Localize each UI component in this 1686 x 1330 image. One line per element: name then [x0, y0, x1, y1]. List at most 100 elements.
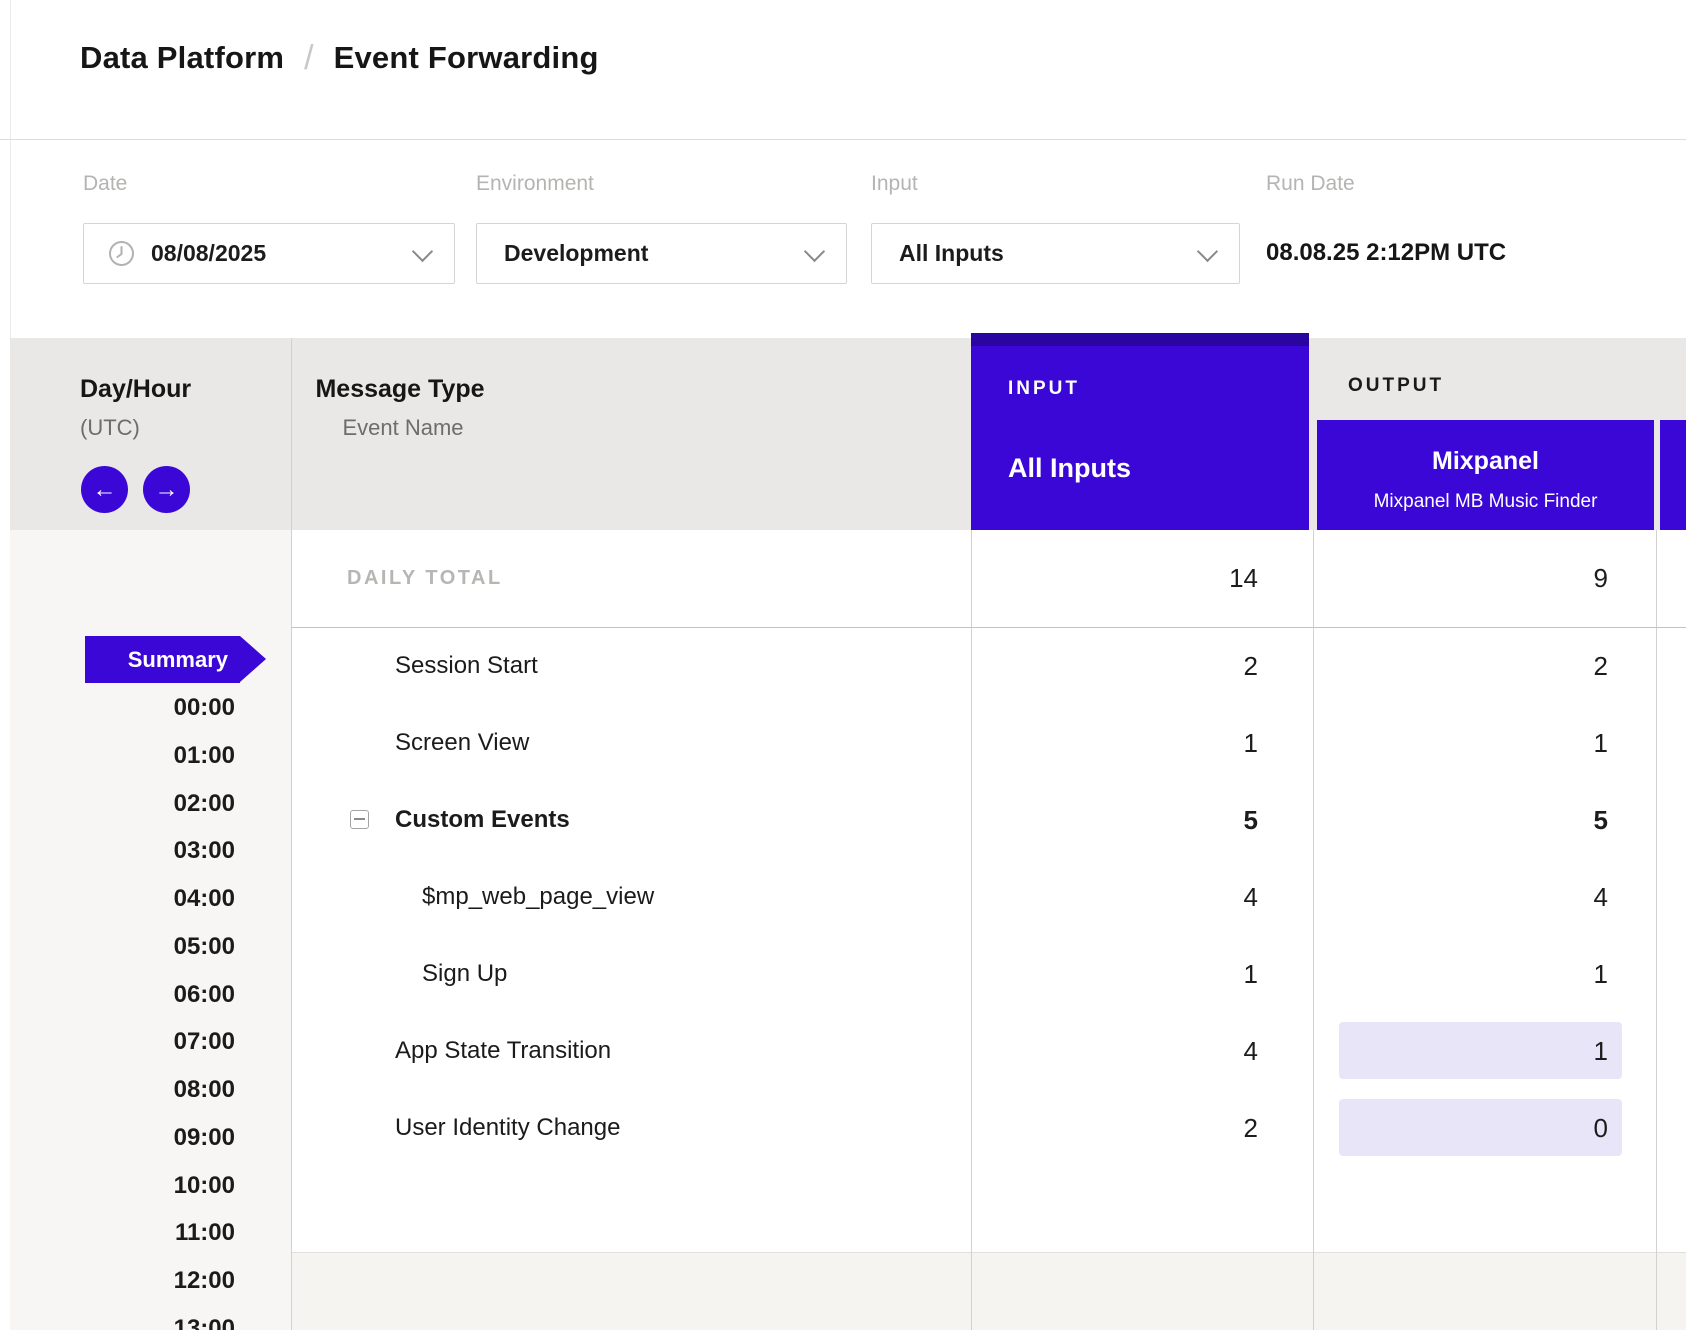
- sidebar-item-hour-00:00[interactable]: 00:00: [173, 694, 235, 721]
- event-name: Sign Up: [422, 959, 508, 987]
- input-dropdown[interactable]: All Inputs: [871, 223, 1240, 284]
- output-count-cell: 0: [1313, 1089, 1656, 1166]
- arrow-left-icon: ←: [92, 475, 117, 503]
- sidebar-item-summary[interactable]: Summary: [85, 636, 266, 683]
- page-title: Event Forwarding: [333, 40, 599, 75]
- event-row: Custom Events 5 5: [291, 781, 1686, 858]
- event-name: App State Transition: [395, 1036, 612, 1064]
- input-count-value: 5: [1243, 804, 1258, 835]
- sidebar-item-hour-05:00[interactable]: 05:00: [173, 932, 235, 960]
- chevron-down-icon: [803, 240, 826, 262]
- input-count-value: 4: [1243, 881, 1258, 912]
- breadcrumb-section[interactable]: Data Platform: [80, 40, 285, 75]
- output-column-name: Mixpanel: [1432, 447, 1539, 475]
- input-count-cell: 1: [971, 704, 1313, 781]
- output-count-cell: 5: [1313, 781, 1656, 858]
- input-count-cell: 4: [971, 858, 1313, 935]
- output-count-value: 4: [1593, 881, 1608, 912]
- sidebar-item-hour-11:00[interactable]: 11:00: [174, 1219, 235, 1247]
- sidebar-item-hour-10:00[interactable]: 10:00: [173, 1171, 235, 1199]
- dropped-count-highlight: [1339, 1099, 1622, 1156]
- output-count-cell: 1: [1313, 935, 1656, 1012]
- daily-total-input-value: 14: [1229, 563, 1258, 593]
- output-count-cell: 4: [1313, 858, 1656, 935]
- event-row: Screen View 1 1: [291, 704, 1686, 781]
- sidebar-item-hour-06:00[interactable]: 06:00: [173, 980, 235, 1008]
- input-count-cell: 5: [971, 781, 1313, 858]
- message-type-column-subtitle: Event Name: [342, 415, 464, 440]
- event-rows: Session Start 2 2 Screen View 1 1 Custom Event…: [291, 627, 1686, 1166]
- input-count-value: 2: [1243, 1112, 1258, 1143]
- table-footer-band: [291, 1252, 1686, 1330]
- sidebar-item-hour-13:00[interactable]: 13:00: [173, 1314, 235, 1330]
- date-filter-label: Date: [83, 172, 128, 195]
- day-hour-column-title: Day/Hour: [80, 375, 192, 403]
- output-column-subtitle: Mixpanel MB Music Finder: [1373, 491, 1598, 512]
- run-date-label: Run Date: [1266, 172, 1355, 195]
- input-output-column-divider: [1313, 530, 1314, 1330]
- event-name: User Identity Change: [395, 1113, 621, 1141]
- clock-icon: [109, 241, 134, 266]
- input-count-cell: 4: [971, 1012, 1313, 1089]
- sidebar-item-hour-04:00[interactable]: 04:00: [173, 885, 235, 912]
- event-row: Sign Up 1 1: [291, 935, 1686, 1012]
- sidebar-item-hour-03:00[interactable]: 03:00: [173, 837, 235, 865]
- output-count-value: 1: [1593, 1035, 1608, 1066]
- sidebar-item-hour-07:00[interactable]: 07:00: [173, 1028, 235, 1056]
- sidebar-item-hour-12:00[interactable]: 12:00: [173, 1267, 235, 1294]
- input-value: All Inputs: [899, 240, 1004, 266]
- message-type-column-title: Message Type: [315, 375, 485, 403]
- output-count-cell: 2: [1313, 627, 1656, 704]
- event-name: Session Start: [395, 651, 538, 679]
- input-count-value: 1: [1243, 958, 1258, 989]
- environment-value: Development: [504, 240, 649, 266]
- sidebar-item-hour-02:00[interactable]: 02:00: [173, 789, 235, 817]
- summary-label: Summary: [127, 646, 228, 672]
- input-count-value: 2: [1243, 650, 1258, 681]
- output-column-header: Mixpanel Mixpanel MB Music Finder: [1317, 420, 1654, 530]
- event-row: App State Transition 4 1: [291, 1012, 1686, 1089]
- date-dropdown[interactable]: 08/08/2025: [83, 223, 455, 284]
- collapse-minus-icon[interactable]: [350, 809, 369, 829]
- dropped-count-highlight: [1339, 1022, 1622, 1079]
- input-count-value: 4: [1243, 1035, 1258, 1066]
- daily-total-row-divider: [291, 627, 1686, 628]
- output-column-eyebrow: OUTPUT: [1348, 375, 1445, 396]
- event-name: $mp_web_page_view: [422, 882, 655, 910]
- output-count-value: 5: [1593, 804, 1608, 835]
- breadcrumb-separator: /: [304, 39, 314, 77]
- message-input-column-divider: [971, 530, 972, 1330]
- arrow-right-icon: →: [154, 475, 179, 503]
- event-row: Session Start 2 2: [291, 627, 1686, 704]
- breadcrumb: Data Platform / Event Forwarding: [80, 38, 599, 77]
- environment-filter-label: Environment: [476, 172, 594, 195]
- sidebar-item-hour-09:00[interactable]: 09:00: [173, 1123, 235, 1151]
- output-count-value: 1: [1593, 958, 1608, 989]
- output-right-column-divider: [1656, 530, 1657, 1330]
- output-count-cell: 1: [1313, 1012, 1656, 1089]
- run-date-value: 08.08.25 2:12PM UTC: [1266, 239, 1507, 266]
- environment-dropdown[interactable]: Development: [476, 223, 847, 284]
- input-count-value: 1: [1243, 727, 1258, 758]
- sidebar-item-hour-08:00[interactable]: 08:00: [173, 1076, 235, 1103]
- day-hour-column-subtitle: (UTC): [80, 415, 140, 440]
- chevron-down-icon: [411, 240, 434, 262]
- output-count-value: 2: [1593, 650, 1608, 681]
- output-count-value: 1: [1593, 727, 1608, 758]
- daily-total-output-value: 9: [1593, 563, 1608, 593]
- input-count-cell: 1: [971, 935, 1313, 1012]
- header-divider: [0, 139, 1686, 140]
- input-column-header: INPUT All Inputs: [971, 333, 1309, 530]
- next-output-column-header-partial: [1660, 420, 1686, 530]
- input-count-cell: 2: [971, 627, 1313, 704]
- sidebar-item-hour-01:00[interactable]: 01:00: [173, 741, 235, 769]
- sidebar-column-divider: [291, 338, 292, 1330]
- date-value: 08/08/2025: [151, 240, 267, 266]
- input-filter-label: Input: [871, 172, 918, 195]
- next-day-button[interactable]: →: [143, 466, 190, 513]
- event-name: Custom Events: [395, 805, 570, 833]
- chevron-down-icon: [1196, 240, 1219, 262]
- previous-day-button[interactable]: ←: [81, 466, 128, 513]
- input-column-accent-strip: [971, 333, 1309, 346]
